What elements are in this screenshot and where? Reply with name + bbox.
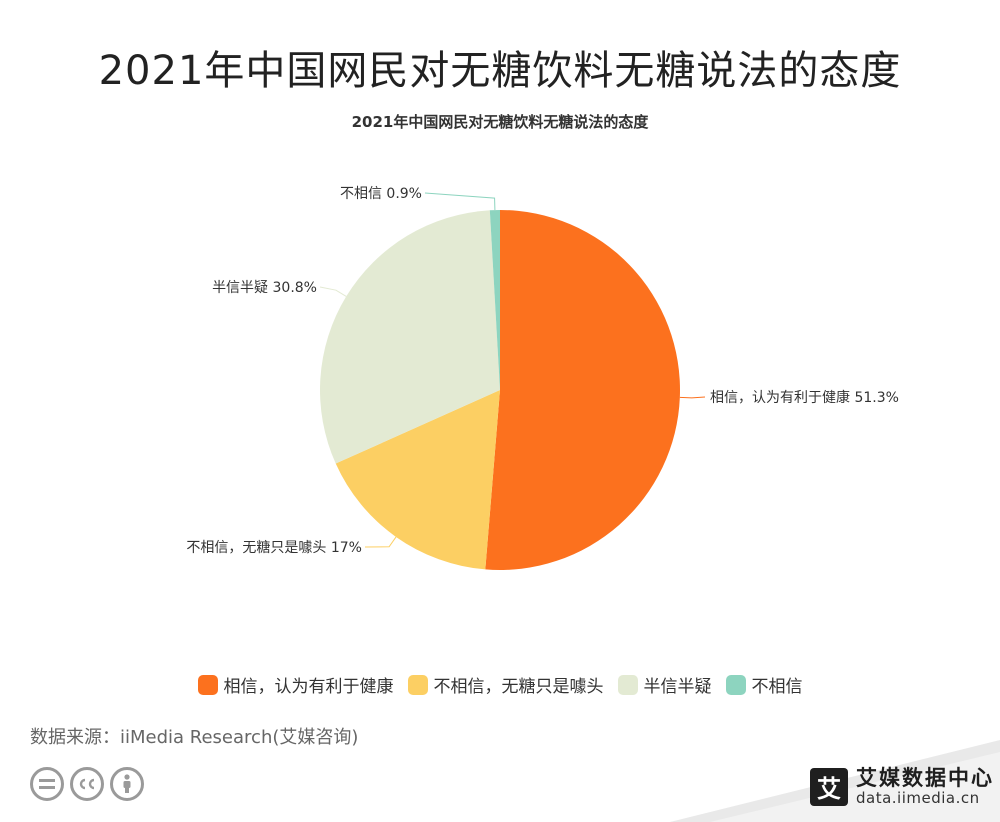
license-icons [30, 767, 144, 801]
cc-icon [70, 767, 104, 801]
legend: 相信，认为有利于健康 不相信，无糖只是噱头 半信半疑 不相信 [0, 672, 1000, 697]
legend-label: 相信，认为有利于健康 [223, 677, 394, 697]
cc-person-icon [110, 767, 144, 801]
pie-data-label: 相信，认为有利于健康 51.3% [710, 389, 899, 406]
pie-data-label: 不相信 0.9% [340, 186, 422, 202]
legend-item-disbelieve[interactable]: 不相信 [725, 672, 803, 697]
pie-slice[interactable] [335, 390, 500, 570]
legend-label: 半信半疑 [643, 677, 712, 697]
pie-chart: 相信，认为有利于健康 51.3% 不相信，无糖只是噱头 17% 半信半疑 30.8%… [186, 186, 899, 570]
legend-swatch [197, 674, 218, 695]
pie-label-line [424, 192, 496, 211]
pie-slice[interactable] [485, 210, 681, 570]
pie-label-line [679, 396, 706, 399]
legend-label: 不相信 [751, 677, 803, 697]
legend-swatch [407, 674, 428, 695]
data-source: 数据来源：iiMedia Research(艾媒咨询) [30, 727, 359, 748]
legend-swatch [617, 674, 638, 695]
legend-item-half-doubt[interactable]: 半信半疑 [617, 672, 712, 697]
pie-label-line [364, 536, 397, 548]
pie-data-label: 半信半疑 30.8% [212, 280, 317, 296]
brand-url: data.iimedia.cn [856, 789, 980, 808]
pie-data-label: 不相信，无糖只是噱头 17% [186, 540, 362, 556]
page-title: 2021年中国网民对无糖饮料无糖说法的态度 [98, 48, 902, 94]
legend-item-gimmick[interactable]: 不相信，无糖只是噱头 [407, 672, 604, 697]
legend-item-believe[interactable]: 相信，认为有利于健康 [197, 672, 394, 697]
cc-equal-icon [30, 767, 64, 801]
legend-label: 不相信，无糖只是噱头 [433, 677, 604, 697]
pie-label-line [319, 286, 347, 297]
brand-name: 艾媒数据中心 [856, 766, 994, 790]
legend-swatch [725, 674, 746, 695]
pie-slice[interactable] [489, 210, 500, 390]
chart-title: 2021年中国网民对无糖饮料无糖说法的态度 [351, 113, 649, 131]
brand-logo: 艾 [810, 767, 848, 806]
brand: 艾 艾媒数据中心 data.iimedia.cn [810, 766, 994, 807]
pie-slice[interactable] [320, 210, 500, 464]
